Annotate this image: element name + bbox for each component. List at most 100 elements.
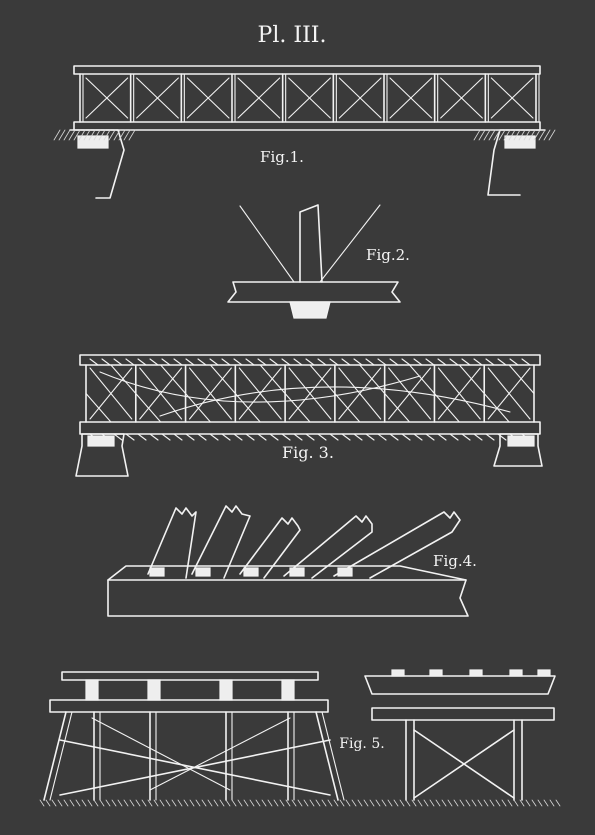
- fig1-hatch-line: [508, 129, 516, 141]
- fig3-top-tick: [149, 358, 159, 366]
- fig5-ground-hatch: [285, 799, 291, 807]
- fig5-ground-hatch: [393, 799, 399, 807]
- fig5-ground-hatch: [141, 799, 147, 807]
- fig1-panels: [79, 73, 540, 123]
- fig1-hatch-line: [113, 129, 121, 141]
- fig5-ground-hatch: [327, 799, 333, 807]
- fig5-ground-hatch: [39, 799, 45, 807]
- fig5-ground-hatch: [489, 799, 495, 807]
- fig5-block: [147, 679, 161, 701]
- fig3-top-tick: [305, 358, 315, 366]
- fig5-ground-hatch: [507, 799, 513, 807]
- fig5-ground-hatch: [315, 799, 321, 807]
- fig5-ground-hatch: [147, 799, 153, 807]
- fig3-lattice-bar: [309, 364, 336, 395]
- fig3-right-bearing: [507, 435, 535, 447]
- fig3-bottom-chord: [79, 421, 541, 435]
- fig5-ground-hatch: [201, 799, 207, 807]
- fig3-bottom-tick: [149, 433, 159, 441]
- fig1-hatch-line: [523, 129, 531, 141]
- fig5-ground-hatch: [153, 799, 159, 807]
- fig3-bottom-tick: [257, 433, 267, 441]
- fig1-hatch-line: [128, 129, 136, 141]
- fig5-ground-hatch: [435, 799, 441, 807]
- fig3-lattice-bar: [508, 364, 535, 395]
- fig4-notch-block: [149, 567, 165, 577]
- fig5-ground-hatch: [555, 799, 561, 807]
- fig3-bottom-tick: [329, 433, 339, 441]
- fig5-ground-hatch: [363, 799, 369, 807]
- fig3-right-abutment: [493, 433, 543, 467]
- fig5-ground-hatch: [537, 799, 543, 807]
- fig5-ground-hatch: [225, 799, 231, 807]
- fig3-top-tick: [233, 358, 243, 366]
- fig1-hatch-line: [548, 129, 556, 141]
- fig3-top-tick: [365, 358, 375, 366]
- fig5-ground-hatch: [57, 799, 63, 807]
- fig3-bottom-tick: [161, 433, 171, 441]
- fig5-right-frame: [391, 669, 551, 801]
- fig5-ground-hatch: [351, 799, 357, 807]
- fig5-ground-hatch: [525, 799, 531, 807]
- fig1-counterbrace: [490, 77, 534, 119]
- fig1-hatch-line: [493, 129, 501, 141]
- fig1-counterbrace: [389, 77, 433, 119]
- fig3-top-chord: [79, 354, 541, 366]
- fig2-strut-detail: Fig.2.: [227, 204, 410, 319]
- fig5-ground-hatch: [399, 799, 405, 807]
- fig3-diagonal: [388, 367, 431, 420]
- fig3-bottom-tick: [341, 433, 351, 441]
- fig5-ground-hatch: [243, 799, 249, 807]
- fig3-lattice-bar: [433, 392, 460, 423]
- fig3-top-tick: [173, 358, 183, 366]
- fig3-bottom-tick: [185, 433, 195, 441]
- fig5-cross-brace: [149, 717, 291, 791]
- fig5-ground-hatch: [207, 799, 213, 807]
- fig3-bottom-tick: [377, 433, 387, 441]
- fig1-counterbrace: [136, 77, 179, 119]
- fig4-sill-front: [107, 579, 469, 617]
- fig5-ground-hatch: [453, 799, 459, 807]
- fig5-label: Fig. 5.: [339, 736, 384, 752]
- fig5-ground-hatch: [75, 799, 81, 807]
- fig3-lattice-bar: [334, 392, 361, 423]
- fig5-ground-hatch: [309, 799, 315, 807]
- fig5-ground-hatch: [231, 799, 237, 807]
- fig1-counterbrace: [440, 77, 483, 119]
- fig3-bottom-tick: [173, 433, 183, 441]
- fig5-cross-brace: [91, 717, 231, 791]
- fig3-lattice-bar: [483, 392, 510, 423]
- fig1-counterbrace: [288, 77, 331, 119]
- fig5-ground-hatch: [357, 799, 363, 807]
- fig5-ground-hatch: [135, 799, 141, 807]
- fig1-label: Fig.1.: [260, 148, 304, 166]
- fig3-lattice-bar: [185, 392, 211, 423]
- fig3-diagonal: [189, 367, 232, 420]
- fig5-ground-hatch: [165, 799, 171, 807]
- fig5-ground-hatch: [381, 799, 387, 807]
- fig3-top-tick: [221, 358, 231, 366]
- fig5-ground-hatch: [441, 799, 447, 807]
- fig3-left-abutment: [75, 433, 129, 477]
- fig1-left-bearing: [77, 135, 109, 149]
- fig5-ground-hatch: [501, 799, 507, 807]
- fig3-top-tick: [209, 358, 219, 366]
- fig3-bottom-tick: [233, 433, 243, 441]
- fig5-ground-hatch: [93, 799, 99, 807]
- fig5-ground-hatch: [531, 799, 537, 807]
- fig5-ground-hatch: [387, 799, 393, 807]
- fig5-ground-hatch: [291, 799, 297, 807]
- fig1-hatch-line: [518, 129, 526, 141]
- fig1-hatch-line: [528, 129, 536, 141]
- fig3-diagonal: [238, 367, 282, 420]
- fig1-counterbrace: [85, 77, 129, 119]
- fig1-hatch-line: [538, 129, 546, 141]
- fig3-top-tick: [113, 358, 123, 366]
- fig3-bottom-tick: [473, 433, 483, 441]
- fig3-bottom-tick: [401, 433, 411, 441]
- fig5-ground-hatch: [483, 799, 489, 807]
- fig4-notch-block: [243, 567, 259, 577]
- fig3-diagonal: [437, 367, 481, 420]
- fig1-hatch-line: [513, 129, 521, 141]
- fig3-bottom-tick: [197, 433, 207, 441]
